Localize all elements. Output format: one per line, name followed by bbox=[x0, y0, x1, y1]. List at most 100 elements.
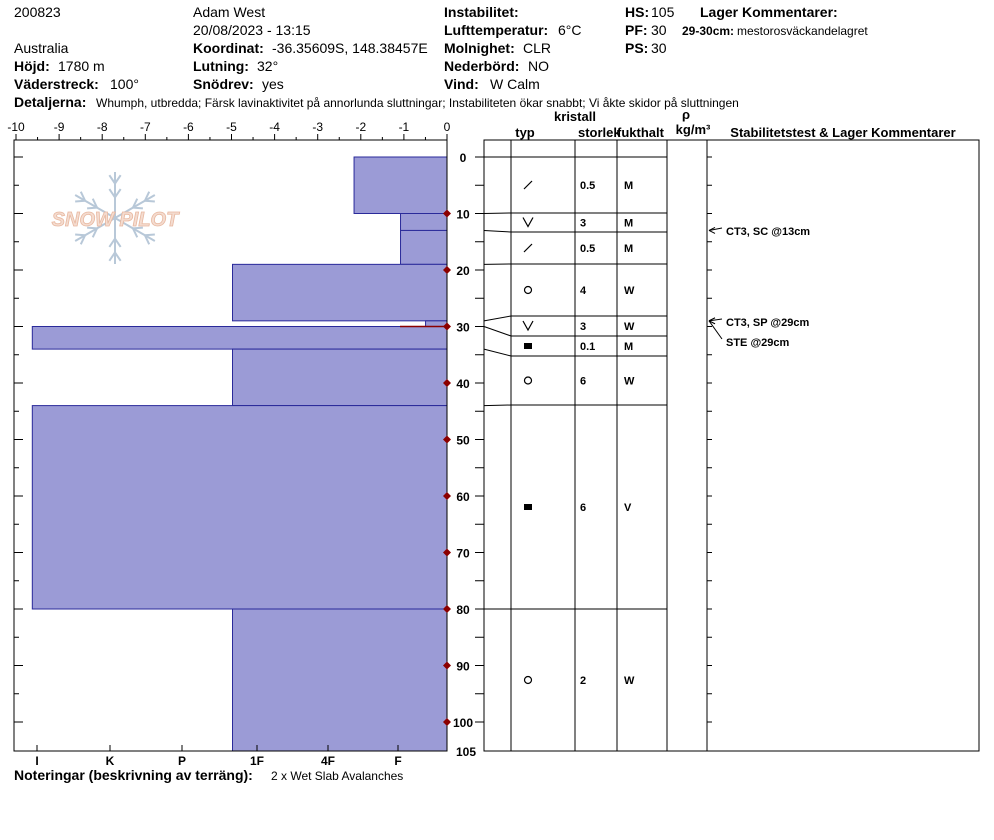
airtemp-value: 6°C bbox=[558, 22, 582, 38]
flake-branch bbox=[79, 191, 87, 202]
depth-tick-label: 80 bbox=[456, 603, 470, 617]
hardness-tick-label: F bbox=[394, 754, 401, 768]
hardness-bar bbox=[400, 229, 448, 265]
col-header-rho: ρ bbox=[682, 107, 690, 122]
grain-size: 0.5 bbox=[580, 180, 595, 192]
flake-branch bbox=[132, 226, 143, 230]
temp-marker bbox=[443, 492, 451, 500]
moisture: V bbox=[624, 502, 632, 514]
ps-label: PS: bbox=[625, 40, 649, 56]
grain-vee-icon bbox=[522, 320, 534, 332]
hardness-bar bbox=[232, 348, 448, 407]
hs-value: 105 bbox=[651, 4, 675, 20]
grain-circle-icon bbox=[523, 675, 533, 685]
slope-label: Lutning: bbox=[193, 58, 249, 74]
layer-table: 0.5 M 3 M 0.5 M 4 W 3 W 0.1 M 6 W 6 V 2 W bbox=[483, 156, 667, 687]
notes-text: 2 x Wet Slab Avalanches bbox=[271, 769, 404, 783]
flake-arm bbox=[114, 194, 156, 219]
moisture: M bbox=[624, 243, 633, 255]
temp-tick-label: -1 bbox=[399, 120, 410, 134]
hardness-bar bbox=[353, 156, 448, 214]
flake-branch bbox=[91, 198, 98, 209]
flake-arm bbox=[114, 217, 156, 242]
pf-value: 30 bbox=[651, 22, 667, 38]
temp-tick-label: -10 bbox=[7, 120, 25, 134]
flake-branch bbox=[143, 191, 151, 202]
observer-name: Adam West bbox=[193, 4, 266, 20]
layer-connector bbox=[483, 315, 512, 322]
details-text: Whumph, utbredda; Färsk lavinaktivitet p… bbox=[96, 96, 739, 110]
col-header-stability: Stabilitetstest & Lager Kommentarer bbox=[730, 125, 955, 140]
ps-value: 30 bbox=[651, 40, 667, 56]
flake-branch bbox=[132, 206, 143, 210]
layer-connector bbox=[483, 404, 512, 407]
col-header-storlek: storlek bbox=[578, 125, 621, 140]
depth-tick-label: 60 bbox=[456, 490, 470, 504]
temp-marker bbox=[443, 548, 451, 557]
flake-branch bbox=[114, 238, 122, 248]
temperature-markers bbox=[400, 209, 451, 726]
flake-branch bbox=[87, 226, 98, 230]
arrow-icon bbox=[708, 227, 716, 234]
depth-tick-label: 90 bbox=[456, 660, 470, 674]
hs-label: HS: bbox=[625, 4, 650, 20]
flake-arm bbox=[74, 194, 116, 219]
flake-branch bbox=[114, 251, 122, 262]
stability-leader-line bbox=[708, 318, 723, 322]
layer-comment-range: 29-30cm: bbox=[682, 24, 735, 38]
grain-vee-icon bbox=[522, 217, 534, 228]
moisture: W bbox=[624, 321, 635, 333]
grain-size: 3 bbox=[580, 321, 586, 333]
arrow-icon bbox=[708, 317, 716, 325]
flake-branch bbox=[108, 174, 116, 185]
hardness-plot-frame bbox=[13, 139, 448, 752]
flake-branch bbox=[144, 233, 155, 237]
wind-label: Vind: bbox=[444, 76, 479, 92]
hardness-bar bbox=[232, 608, 448, 752]
stability-test-label: CT3, SP @29cm bbox=[726, 317, 810, 329]
temp-marker bbox=[443, 718, 451, 726]
depth-tick-label: 0 bbox=[460, 151, 467, 165]
stability-annotations: CT3, SC @13cm CT3, SP @29cm STE @29cm bbox=[708, 226, 810, 349]
details-label: Detaljerna: bbox=[14, 94, 87, 110]
stability-leader-line bbox=[708, 320, 723, 340]
sky-value: CLR bbox=[523, 40, 552, 56]
temp-tick-label: -9 bbox=[54, 120, 65, 134]
aspect-label: Väderstreck: bbox=[14, 76, 99, 92]
flake-branch bbox=[108, 188, 116, 198]
flake-branch bbox=[87, 206, 98, 210]
moisture: M bbox=[624, 341, 633, 353]
flake-branch bbox=[75, 199, 86, 203]
flake-branch bbox=[108, 251, 116, 262]
flake-branch bbox=[144, 199, 155, 203]
flake-branch bbox=[91, 227, 98, 238]
depth-bottom-label: 105 bbox=[456, 745, 476, 759]
col-header-fukthalt: fukthalt bbox=[617, 125, 665, 140]
depth-tick-label: 50 bbox=[456, 434, 470, 448]
hardness-bar bbox=[425, 320, 448, 328]
depth-tick-label: 40 bbox=[456, 377, 470, 391]
depth-tick-label: 10 bbox=[456, 208, 470, 222]
flake-branch bbox=[114, 174, 122, 185]
temp-tick-label: -4 bbox=[269, 120, 280, 134]
moisture: W bbox=[624, 376, 635, 388]
grain-square-icon bbox=[524, 343, 532, 349]
obs-id: 200823 bbox=[14, 4, 61, 20]
hardness-tick-label: 1F bbox=[250, 754, 264, 768]
moisture: M bbox=[624, 218, 633, 230]
layer-table-frame bbox=[483, 139, 980, 752]
temp-tick-label: -5 bbox=[226, 120, 237, 134]
pf-label: PF: bbox=[625, 22, 648, 38]
temp-tick-label: 0 bbox=[444, 120, 451, 134]
grain-size: 6 bbox=[580, 376, 586, 388]
grain-circle-icon bbox=[523, 376, 533, 385]
elevation-value: 1780 m bbox=[58, 58, 105, 74]
temp-marker bbox=[443, 379, 451, 387]
hardness-axis: I K P 1F 4F F bbox=[35, 745, 402, 768]
country: Australia bbox=[14, 40, 69, 56]
coord-label: Koordinat: bbox=[193, 40, 264, 56]
grain-slash-icon bbox=[523, 180, 533, 190]
temp-marker bbox=[443, 605, 451, 613]
hardness-bar bbox=[400, 213, 448, 231]
